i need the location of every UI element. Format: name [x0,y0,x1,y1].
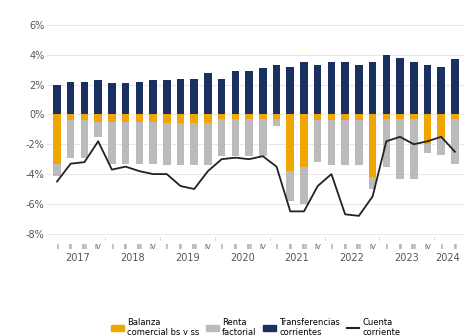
Bar [341,62,349,115]
Bar [67,82,74,115]
Bar [273,119,280,126]
Text: 2021: 2021 [285,253,310,263]
Text: 2017: 2017 [65,253,90,263]
Text: 2018: 2018 [120,253,145,263]
Bar [232,71,239,115]
Bar [286,67,294,115]
Bar [410,115,418,119]
Text: 2022: 2022 [339,253,365,263]
Bar [341,120,349,165]
Bar [191,115,198,123]
Bar [410,119,418,179]
Bar [191,123,198,165]
Bar [259,119,266,156]
Bar [108,83,116,115]
Bar [286,171,294,201]
Bar [108,122,116,164]
Bar [300,115,308,166]
Bar [246,71,253,115]
Bar [81,120,88,158]
Bar [177,123,184,165]
Bar [369,177,376,189]
Bar [410,62,418,115]
Bar [383,119,390,166]
Legend: Balanza
comercial bs y ss, Renta
factorial, Transferencias
corrientes, Cuenta
co: Balanza comercial bs y ss, Renta factori… [108,315,404,335]
Bar [300,166,308,204]
Bar [396,115,404,119]
Bar [300,62,308,115]
Bar [396,119,404,179]
Bar [204,123,212,165]
Bar [424,65,431,115]
Bar [273,65,280,115]
Bar [328,115,335,120]
Bar [424,144,431,153]
Bar [204,115,212,123]
Bar [424,115,431,144]
Bar [136,115,143,122]
Bar [438,67,445,115]
Bar [149,80,157,115]
Bar [328,120,335,165]
Bar [451,115,459,119]
Bar [246,119,253,156]
Bar [94,115,102,122]
Bar [396,58,404,115]
Bar [149,115,157,122]
Bar [67,115,74,120]
Bar [81,82,88,115]
Bar [232,119,239,156]
Bar [81,115,88,120]
Bar [438,115,445,137]
Bar [314,120,321,162]
Bar [191,79,198,115]
Bar [108,115,116,122]
Bar [438,137,445,155]
Bar [314,115,321,120]
Bar [53,115,61,164]
Bar [314,65,321,115]
Bar [94,80,102,115]
Bar [163,115,171,123]
Bar [53,164,61,176]
Bar [369,62,376,115]
Bar [218,79,226,115]
Bar [286,115,294,171]
Bar [94,122,102,137]
Bar [355,65,363,115]
Bar [136,82,143,115]
Text: 2019: 2019 [175,253,200,263]
Bar [383,115,390,119]
Bar [53,85,61,115]
Bar [122,115,129,122]
Bar [259,68,266,115]
Bar [218,115,226,119]
Bar [122,122,129,164]
Bar [67,120,74,158]
Bar [355,115,363,120]
Text: 2020: 2020 [230,253,255,263]
Bar [204,73,212,115]
Bar [451,59,459,115]
Bar [383,55,390,115]
Bar [246,115,253,119]
Bar [451,119,459,164]
Bar [177,115,184,123]
Bar [122,83,129,115]
Bar [369,115,376,177]
Bar [163,80,171,115]
Bar [273,115,280,119]
Bar [163,123,171,165]
Bar [259,115,266,119]
Bar [177,79,184,115]
Text: 2024: 2024 [436,253,460,263]
Bar [328,62,335,115]
Bar [136,122,143,164]
Bar [341,115,349,120]
Bar [149,122,157,164]
Bar [218,119,226,156]
Bar [355,120,363,165]
Bar [232,115,239,119]
Text: 2023: 2023 [394,253,419,263]
